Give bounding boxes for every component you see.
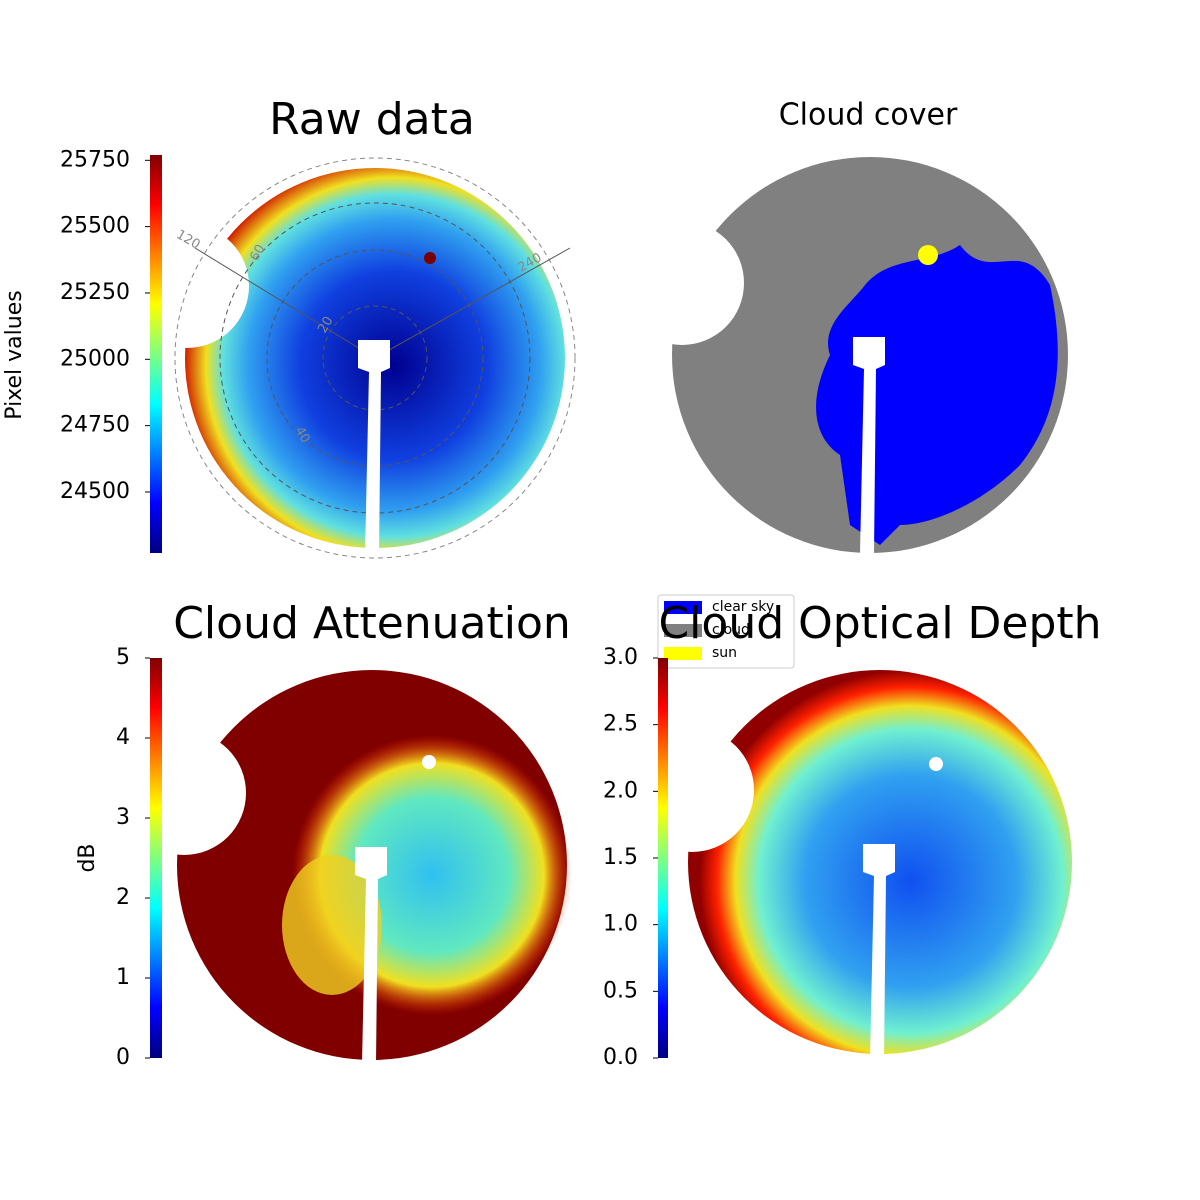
colorbar-tick-label: 1 (116, 965, 130, 990)
colorbar-tick-label: 2.5 (603, 712, 638, 737)
colorbar-tick-label: 0 (116, 1045, 130, 1070)
colorbar-tick-label: 24500 (60, 479, 130, 504)
panel-title: Cloud Optical Depth (658, 598, 1101, 649)
raw-image (174, 157, 576, 559)
colorbar (658, 658, 668, 1058)
colorbar-tick-label: 3.0 (603, 645, 638, 670)
panel-title: Cloud cover (779, 98, 958, 133)
colorbar-tick-label: 25750 (60, 147, 130, 172)
polar-label: 120 (173, 227, 202, 252)
panel-title: Cloud Attenuation (173, 598, 571, 649)
legend-label: sun (712, 645, 737, 661)
attenuation-image (177, 670, 572, 1063)
legend-swatch (664, 647, 702, 660)
colorbar-tick-label: 5 (116, 645, 130, 670)
colorbar-tick-label: 3 (116, 805, 130, 830)
legend-swatch (664, 601, 702, 614)
colorbar-tick-label: 4 (116, 725, 130, 750)
colorbar-tick-label: 25000 (60, 346, 130, 371)
colorbar-tick-label: 25500 (60, 214, 130, 239)
optical-depth-image (688, 670, 1072, 1060)
panel-title: Raw data (269, 94, 475, 145)
legend-label: cloud (712, 622, 750, 638)
legend-label: clear sky (712, 599, 774, 615)
colorbar-tick-label: 2.0 (603, 778, 638, 803)
colorbar-label: dB (75, 843, 100, 872)
polar-label: 20 (315, 314, 336, 336)
colorbar-tick-label: 25250 (60, 280, 130, 305)
polar-label: 40 (291, 424, 312, 446)
colorbar-tick-label: 0.5 (603, 978, 638, 1003)
colorbar-tick-label: 0.0 (603, 1045, 638, 1070)
cloud-cover-image (672, 157, 1068, 553)
colorbar-tick-label: 2 (116, 885, 130, 910)
polar-label: 60 (247, 242, 268, 264)
colorbar-tick-label: 1.0 (603, 912, 638, 937)
colorbar-tick-label: 1.5 (603, 845, 638, 870)
colorbar (150, 155, 162, 553)
colorbar (150, 658, 162, 1058)
colorbar-label: Pixel values (2, 290, 27, 419)
legend-swatch (664, 624, 702, 637)
colorbar-tick-label: 24750 (60, 413, 130, 438)
